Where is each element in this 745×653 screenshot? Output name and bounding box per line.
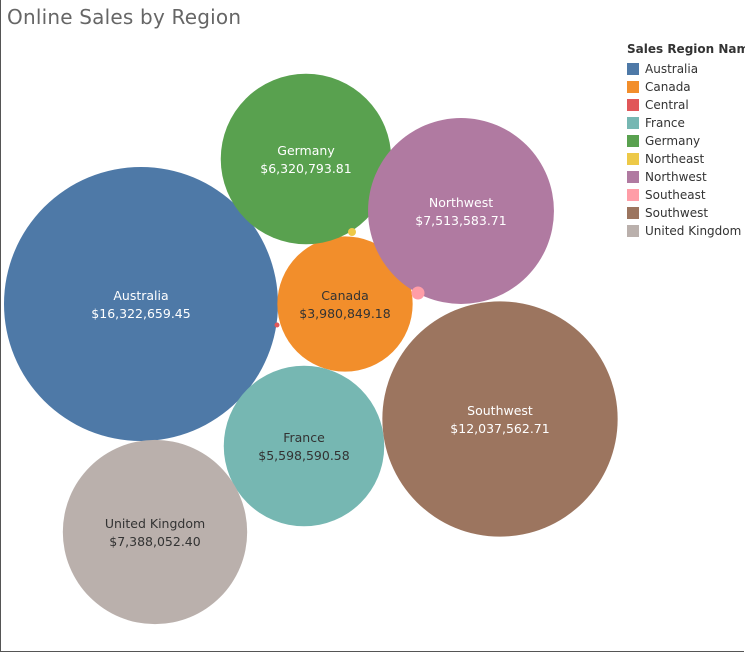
bubble-name-label: United Kingdom bbox=[105, 516, 205, 531]
bubble-name-label: Australia bbox=[113, 288, 168, 303]
bubble-circle-australia[interactable] bbox=[4, 167, 278, 441]
legend-label: France bbox=[645, 116, 685, 130]
legend-items: Australia Canada Central France Germany North… bbox=[627, 60, 745, 240]
legend-swatch bbox=[627, 81, 639, 93]
legend-item-france[interactable]: France bbox=[627, 114, 745, 132]
legend-item-australia[interactable]: Australia bbox=[627, 60, 745, 78]
legend-title: Sales Region Name bbox=[627, 42, 745, 56]
bubble-circle-germany[interactable] bbox=[220, 73, 392, 245]
legend: Sales Region Name Australia Canada Central… bbox=[627, 42, 745, 240]
bubble-value-label: $6,320,793.81 bbox=[260, 161, 351, 176]
legend-item-southwest[interactable]: Southwest bbox=[627, 204, 745, 222]
legend-swatch bbox=[627, 153, 639, 165]
bubble-circle-southeast[interactable] bbox=[411, 286, 425, 300]
legend-label: Germany bbox=[645, 134, 701, 148]
bubble-canada[interactable]: Canada $3,980,849.18 bbox=[277, 236, 413, 372]
legend-swatch bbox=[627, 117, 639, 129]
legend-item-united-kingdom[interactable]: United Kingdom bbox=[627, 222, 745, 240]
legend-item-northeast[interactable]: Northeast bbox=[627, 150, 745, 168]
legend-label: Central bbox=[645, 98, 689, 112]
legend-item-southeast[interactable]: Southeast bbox=[627, 186, 745, 204]
bubble-circle-canada[interactable] bbox=[277, 236, 413, 372]
legend-swatch bbox=[627, 171, 639, 183]
bubble-name-label: Canada bbox=[321, 288, 369, 303]
bubble-value-label: $7,513,583.71 bbox=[415, 213, 506, 228]
bubble-value-label: $5,598,590.58 bbox=[258, 448, 349, 463]
legend-swatch bbox=[627, 189, 639, 201]
legend-swatch bbox=[627, 225, 639, 237]
legend-swatch bbox=[627, 99, 639, 111]
bubble-value-label: $3,980,849.18 bbox=[299, 306, 390, 321]
legend-label: Southeast bbox=[645, 188, 706, 202]
legend-label: United Kingdom bbox=[645, 224, 742, 238]
bubble-southwest[interactable]: Southwest $12,037,562.71 bbox=[382, 301, 618, 537]
bubble-circle-france[interactable] bbox=[223, 365, 385, 527]
legend-label: Australia bbox=[645, 62, 699, 76]
bubble-value-label: $16,322,659.45 bbox=[91, 306, 190, 321]
bubble-france[interactable]: France $5,598,590.58 bbox=[223, 365, 385, 527]
legend-label: Canada bbox=[645, 80, 691, 94]
legend-item-northwest[interactable]: Northwest bbox=[627, 168, 745, 186]
bubble-circle-southwest[interactable] bbox=[382, 301, 618, 537]
legend-swatch bbox=[627, 135, 639, 147]
bubble-value-label: $7,388,052.40 bbox=[109, 534, 200, 549]
bubble-name-label: Germany bbox=[277, 143, 335, 158]
legend-label: Northeast bbox=[645, 152, 705, 166]
bubble-germany[interactable]: Germany $6,320,793.81 bbox=[220, 73, 392, 245]
bubble-circle-central[interactable] bbox=[274, 322, 280, 328]
legend-label: Northwest bbox=[645, 170, 707, 184]
bubble-name-label: Southwest bbox=[467, 403, 533, 418]
legend-swatch bbox=[627, 63, 639, 75]
bubble-chart: Australia $16,322,659.45 Canada $3,980,849.… bbox=[4, 73, 618, 625]
bubble-circle-northeast[interactable] bbox=[348, 228, 356, 236]
legend-item-germany[interactable]: Germany bbox=[627, 132, 745, 150]
bubble-northeast[interactable] bbox=[348, 228, 356, 236]
bubble-united-kingdom[interactable]: United Kingdom $7,388,052.40 bbox=[62, 439, 248, 625]
bubble-value-label: $12,037,562.71 bbox=[450, 421, 549, 436]
bubble-name-label: Northwest bbox=[429, 195, 493, 210]
chart-title: Online Sales by Region bbox=[7, 5, 242, 29]
bubble-circle-northwest[interactable] bbox=[368, 118, 554, 304]
bubble-circle-united-kingdom[interactable] bbox=[62, 439, 248, 625]
legend-swatch bbox=[627, 207, 639, 219]
bubble-name-label: France bbox=[283, 430, 325, 445]
legend-item-central[interactable]: Central bbox=[627, 96, 745, 114]
bubble-central[interactable] bbox=[274, 322, 280, 328]
bubble-northwest[interactable]: Northwest $7,513,583.71 bbox=[368, 118, 554, 304]
bubble-southeast[interactable] bbox=[411, 286, 425, 300]
legend-label: Southwest bbox=[645, 206, 709, 220]
bubble-australia[interactable]: Australia $16,322,659.45 bbox=[4, 167, 278, 441]
legend-item-canada[interactable]: Canada bbox=[627, 78, 745, 96]
